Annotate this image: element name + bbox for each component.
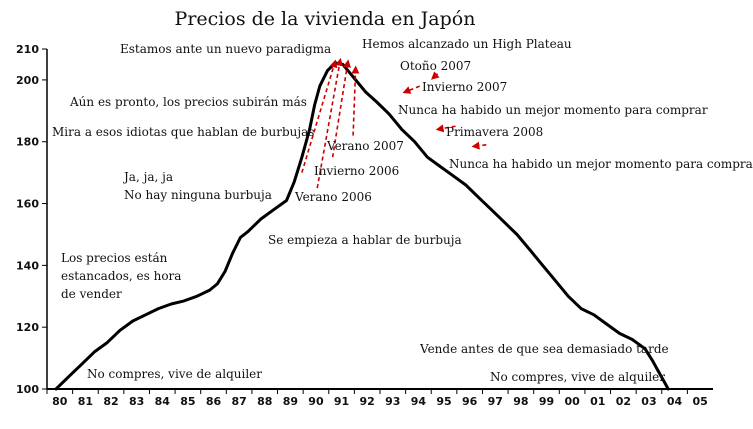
x-tick-label: 00	[564, 395, 580, 408]
chart-title: Precios de la vivienda en Japón	[175, 8, 476, 30]
y-tick-label: 200	[16, 74, 39, 87]
annotation-label: Ja, ja, ja	[122, 170, 173, 184]
x-tick-label: 88	[257, 395, 272, 408]
x-tick-label: 04	[667, 395, 683, 408]
annotation-label: Otoño 2007	[400, 59, 471, 73]
x-tick-label: 01	[590, 395, 605, 408]
x-tick-label: 89	[283, 395, 298, 408]
annotation-label: Vende antes de que sea demasiado tarde	[419, 342, 669, 356]
annotation-arrow	[331, 59, 351, 158]
x-axis-ticks: 80 81 82 83 84 85 86 87 88 89 90 91 92 93 94 95 96 97 98 99…	[46, 389, 708, 408]
x-tick-label: 91	[334, 395, 349, 408]
x-tick-label: 93	[385, 395, 400, 408]
x-tick-label: 02	[616, 395, 631, 408]
annotation-label: Los precios están	[61, 251, 168, 265]
x-tick-label: 86	[206, 395, 222, 408]
annotation-label: Invierno 2007	[422, 80, 507, 94]
annotation-arrow	[301, 59, 338, 173]
x-tick-label: 80	[52, 395, 68, 408]
annotation-label: Nunca ha habido un mejor momento para co…	[398, 103, 708, 117]
annotation-label: Se empieza a hablar de burbuja	[268, 233, 462, 247]
y-tick-label: 120	[16, 321, 39, 334]
annotation-label: Aún es pronto, los precios subirán más	[69, 95, 307, 109]
annotation-label: No hay ninguna burbuja	[124, 188, 272, 202]
x-tick-label: 90	[308, 395, 324, 408]
x-tick-label: 82	[103, 395, 118, 408]
price-line	[54, 61, 670, 391]
annotation-arrow	[351, 65, 360, 136]
annotation-arrow	[435, 124, 456, 133]
annotation-arrow	[431, 71, 440, 80]
y-tick-label: 100	[16, 383, 39, 396]
annotation-label: estancados, es hora	[61, 269, 181, 283]
y-tick-label: 140	[16, 259, 39, 272]
y-axis-ticks: 100 120 140 160 180 200 210	[16, 43, 47, 396]
annotation-label: Estamos ante un nuevo paradigma	[120, 42, 331, 56]
x-tick-label: 03	[641, 395, 656, 408]
annotation-label: Verano 2006	[294, 190, 372, 204]
annotation-label: Primavera 2008	[446, 125, 543, 139]
x-tick-label: 96	[462, 395, 478, 408]
x-tick-label: 87	[231, 395, 246, 408]
x-tick-label: 81	[78, 395, 93, 408]
annotation-label: Nunca ha habido un mejor momento para co…	[449, 157, 753, 171]
x-tick-label: 83	[129, 395, 144, 408]
y-tick-label: 180	[16, 136, 39, 149]
x-tick-label: 95	[436, 395, 451, 408]
x-tick-label: 97	[488, 395, 503, 408]
annotation-label: No compres, vive de alquiler	[490, 370, 665, 384]
annotation-label: de vender	[61, 287, 122, 301]
x-tick-label: 85	[180, 395, 195, 408]
annotation-arrows	[301, 57, 487, 189]
annotation-arrow	[316, 57, 344, 189]
annotation-label: No compres, vive de alquiler	[87, 367, 262, 381]
x-tick-label: 92	[360, 395, 375, 408]
y-tick-label: 210	[16, 43, 39, 56]
x-tick-label: 84	[155, 395, 171, 408]
annotation-label: Verano 2007	[326, 139, 404, 153]
annotation-arrow	[471, 141, 487, 150]
x-tick-label: 99	[539, 395, 554, 408]
annotation-label: Invierno 2006	[314, 164, 399, 178]
x-tick-label: 05	[693, 395, 708, 408]
price-series	[54, 61, 670, 391]
x-tick-label: 98	[513, 395, 528, 408]
annotation-label: Mira a esos idiotas que hablan de burbuj…	[52, 125, 314, 139]
annotation-label: Hemos alcanzado un High Plateau	[362, 37, 572, 51]
y-tick-label: 160	[16, 198, 39, 211]
annotations: Estamos ante un nuevo paradigma Hemos al…	[52, 37, 753, 384]
x-tick-label: 94	[411, 395, 427, 408]
annotation-arrow	[402, 85, 421, 94]
